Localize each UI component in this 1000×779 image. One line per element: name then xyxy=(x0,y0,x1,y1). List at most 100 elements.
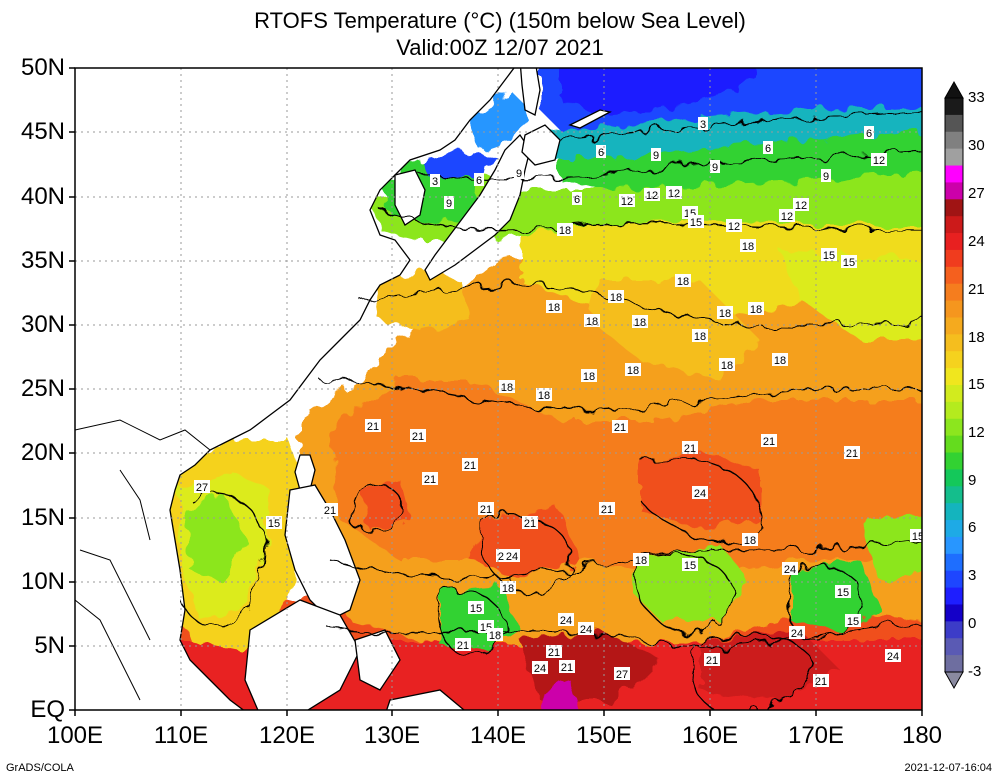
lon-label-150e: 150E xyxy=(575,722,633,749)
svg-text:15: 15 xyxy=(847,616,859,628)
svg-text:12: 12 xyxy=(646,190,658,202)
colorbar xyxy=(944,80,964,690)
svg-text:21: 21 xyxy=(412,431,424,443)
contour-label: 18 xyxy=(608,290,624,304)
colorbar-max-arrow xyxy=(944,80,964,99)
colorbar-swatch xyxy=(945,587,963,605)
footer-timestamp: 2021-12-07-16:04 xyxy=(904,762,992,774)
ocean-field: 3693696912636912691212151212121515151818… xyxy=(75,68,924,710)
svg-text:21: 21 xyxy=(367,421,379,433)
contour-label: 27 xyxy=(194,480,210,494)
colorbar-swatch xyxy=(945,604,963,622)
colorbar-swatch xyxy=(945,317,963,335)
svg-text:15: 15 xyxy=(690,217,702,229)
lon-label-170e: 170E xyxy=(787,722,845,749)
contour-label: 18 xyxy=(584,314,600,328)
contour-label: 18 xyxy=(742,533,758,547)
lat-label-50n: 50N xyxy=(20,54,65,81)
contour-label: 21 xyxy=(612,420,628,434)
contour-label: 18 xyxy=(633,553,649,567)
svg-text:27: 27 xyxy=(196,482,208,494)
svg-text:24: 24 xyxy=(560,615,572,627)
lon-label-180: 180 xyxy=(901,722,943,749)
svg-text:24: 24 xyxy=(887,651,899,663)
lat-label-35n: 35N xyxy=(20,247,65,274)
svg-text:18: 18 xyxy=(538,390,550,402)
colorbar-swatch xyxy=(945,182,963,200)
contour-label: 15 xyxy=(688,215,704,229)
colorbar-label: 15 xyxy=(968,376,985,393)
contour-label: 18 xyxy=(772,353,788,367)
colorbar-swatch xyxy=(945,334,963,352)
contour-label: 15 xyxy=(910,529,924,543)
colorbar-label: 9 xyxy=(968,472,977,489)
svg-text:21: 21 xyxy=(464,460,476,472)
svg-text:18: 18 xyxy=(586,316,598,328)
colorbar-swatch xyxy=(945,216,963,234)
svg-text:18: 18 xyxy=(501,382,513,394)
contour-label: 21 xyxy=(844,446,860,460)
contour-label: 24 xyxy=(789,626,805,640)
lat-label-40n: 40N xyxy=(20,183,65,210)
svg-text:15: 15 xyxy=(684,560,696,572)
contour-label: 18 xyxy=(546,300,562,314)
land xyxy=(75,68,612,710)
svg-text:27: 27 xyxy=(616,669,628,681)
colorbar-swatch xyxy=(945,536,963,555)
lon-label-130e: 130E xyxy=(363,722,421,749)
contour-label: 6 xyxy=(864,126,874,140)
svg-text:15: 15 xyxy=(912,531,924,543)
colorbar-swatch xyxy=(945,351,963,369)
colorbar-min-arrow xyxy=(944,671,964,690)
contour-label: 21 xyxy=(422,472,438,486)
contour-label: 12 xyxy=(871,153,887,167)
chart-title: RTOFS Temperature (°C) (150m below Sea L… xyxy=(254,8,746,33)
colorbar-swatch xyxy=(945,503,963,521)
contour-label: 9 xyxy=(710,160,720,174)
lat-label-25n: 25N xyxy=(20,375,65,402)
contour-label: 12 xyxy=(793,198,809,212)
svg-text:24: 24 xyxy=(791,628,803,640)
colorbar-swatch xyxy=(945,435,963,454)
colorbar-label: 6 xyxy=(968,519,977,536)
contour-label: 21 xyxy=(682,441,698,455)
svg-text:12: 12 xyxy=(781,211,793,223)
lat-label-15n: 15N xyxy=(20,504,65,531)
contour-label: 3 xyxy=(430,174,440,188)
svg-text:9: 9 xyxy=(712,162,718,174)
svg-text:15: 15 xyxy=(470,603,482,615)
contour-label: 12 xyxy=(666,186,682,200)
svg-text:24: 24 xyxy=(694,488,706,500)
colorbar-label: 3 xyxy=(968,567,977,584)
svg-text:9: 9 xyxy=(446,198,452,210)
svg-text:18: 18 xyxy=(634,317,646,329)
contour-label: 18 xyxy=(581,369,597,383)
svg-text:18: 18 xyxy=(677,276,689,288)
colorbar-swatch xyxy=(945,199,963,217)
svg-text:15: 15 xyxy=(837,587,849,599)
contour-label: 12 xyxy=(619,194,635,208)
contour-label: 3 xyxy=(698,117,708,131)
svg-text:18: 18 xyxy=(635,555,647,567)
colorbar-swatch xyxy=(945,401,963,420)
svg-text:18: 18 xyxy=(719,308,731,320)
contour-label: 21 xyxy=(704,653,720,667)
colorbar-swatch xyxy=(945,300,963,318)
lon-label-160e: 160E xyxy=(681,722,739,749)
contour-label: 18 xyxy=(692,329,708,343)
contour-label: 15 xyxy=(821,248,837,262)
lat-label-20n: 20N xyxy=(20,439,65,466)
svg-text:21: 21 xyxy=(457,640,469,652)
svg-text:21: 21 xyxy=(684,443,696,455)
svg-text:15: 15 xyxy=(268,518,280,530)
contour-label: 18 xyxy=(557,223,573,237)
contour-label: 6 xyxy=(474,173,484,187)
svg-text:18: 18 xyxy=(489,630,501,642)
colorbar-swatch xyxy=(945,165,963,183)
colorbar-swatch xyxy=(945,98,963,116)
contour-label: 18 xyxy=(632,315,648,329)
svg-text:15: 15 xyxy=(823,250,835,262)
svg-text:12: 12 xyxy=(795,200,807,212)
svg-text:12: 12 xyxy=(728,221,740,233)
